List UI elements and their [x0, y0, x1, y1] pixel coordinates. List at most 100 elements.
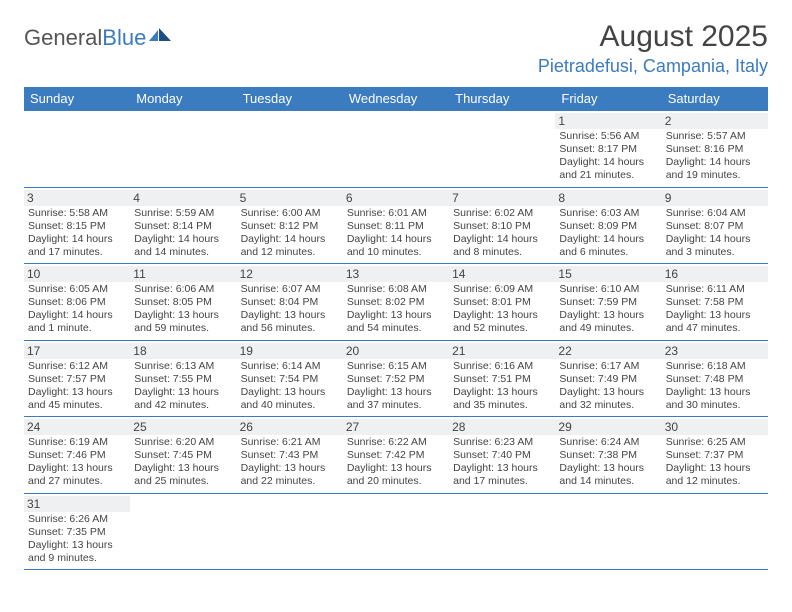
day-details: Sunrise: 6:05 AMSunset: 8:06 PMDaylight:…: [28, 283, 126, 336]
calendar-cell: [130, 493, 236, 570]
day-number: 25: [130, 419, 236, 435]
weekday-header: Friday: [555, 87, 661, 111]
weekday-header: Saturday: [662, 87, 768, 111]
day-details: Sunrise: 6:04 AMSunset: 8:07 PMDaylight:…: [666, 207, 764, 260]
day-number: 20: [343, 343, 449, 359]
calendar-cell: 29Sunrise: 6:24 AMSunset: 7:38 PMDayligh…: [555, 417, 661, 494]
calendar-cell: 14Sunrise: 6:09 AMSunset: 8:01 PMDayligh…: [449, 264, 555, 341]
day-number: 10: [24, 266, 130, 282]
day-number: 23: [662, 343, 768, 359]
calendar-cell: 23Sunrise: 6:18 AMSunset: 7:48 PMDayligh…: [662, 340, 768, 417]
calendar-cell: 12Sunrise: 6:07 AMSunset: 8:04 PMDayligh…: [237, 264, 343, 341]
calendar-cell: 21Sunrise: 6:16 AMSunset: 7:51 PMDayligh…: [449, 340, 555, 417]
day-details: Sunrise: 6:09 AMSunset: 8:01 PMDaylight:…: [453, 283, 551, 336]
calendar-cell: 17Sunrise: 6:12 AMSunset: 7:57 PMDayligh…: [24, 340, 130, 417]
calendar-cell: [555, 493, 661, 570]
calendar-cell: 26Sunrise: 6:21 AMSunset: 7:43 PMDayligh…: [237, 417, 343, 494]
day-number: 2: [662, 113, 768, 129]
calendar-row: 3Sunrise: 5:58 AMSunset: 8:15 PMDaylight…: [24, 187, 768, 264]
weekday-header: Tuesday: [237, 87, 343, 111]
day-details: Sunrise: 5:58 AMSunset: 8:15 PMDaylight:…: [28, 207, 126, 260]
month-title: August 2025: [538, 20, 768, 54]
logo: GeneralBlue: [24, 24, 172, 52]
day-number: 18: [130, 343, 236, 359]
calendar-cell: 28Sunrise: 6:23 AMSunset: 7:40 PMDayligh…: [449, 417, 555, 494]
day-details: Sunrise: 6:10 AMSunset: 7:59 PMDaylight:…: [559, 283, 657, 336]
weekday-header: Monday: [130, 87, 236, 111]
calendar-row: 17Sunrise: 6:12 AMSunset: 7:57 PMDayligh…: [24, 340, 768, 417]
logo-text-blue: Blue: [102, 25, 146, 51]
day-details: Sunrise: 6:23 AMSunset: 7:40 PMDaylight:…: [453, 436, 551, 489]
weekday-header: Sunday: [24, 87, 130, 111]
calendar-cell: [24, 111, 130, 188]
calendar-cell: [662, 493, 768, 570]
day-details: Sunrise: 6:13 AMSunset: 7:55 PMDaylight:…: [134, 360, 232, 413]
day-details: Sunrise: 5:56 AMSunset: 8:17 PMDaylight:…: [559, 130, 657, 183]
calendar-cell: [449, 111, 555, 188]
calendar-row: 1Sunrise: 5:56 AMSunset: 8:17 PMDaylight…: [24, 111, 768, 188]
day-number: 5: [237, 190, 343, 206]
day-details: Sunrise: 6:08 AMSunset: 8:02 PMDaylight:…: [347, 283, 445, 336]
day-details: Sunrise: 6:11 AMSunset: 7:58 PMDaylight:…: [666, 283, 764, 336]
day-number: 15: [555, 266, 661, 282]
day-details: Sunrise: 6:22 AMSunset: 7:42 PMDaylight:…: [347, 436, 445, 489]
day-number: 1: [555, 113, 661, 129]
day-details: Sunrise: 6:07 AMSunset: 8:04 PMDaylight:…: [241, 283, 339, 336]
day-details: Sunrise: 6:26 AMSunset: 7:35 PMDaylight:…: [28, 513, 126, 566]
day-number: 3: [24, 190, 130, 206]
calendar-cell: 11Sunrise: 6:06 AMSunset: 8:05 PMDayligh…: [130, 264, 236, 341]
calendar-row: 31Sunrise: 6:26 AMSunset: 7:35 PMDayligh…: [24, 493, 768, 570]
calendar-cell: 3Sunrise: 5:58 AMSunset: 8:15 PMDaylight…: [24, 187, 130, 264]
weekday-header: Thursday: [449, 87, 555, 111]
day-details: Sunrise: 6:16 AMSunset: 7:51 PMDaylight:…: [453, 360, 551, 413]
day-number: 6: [343, 190, 449, 206]
calendar-cell: 16Sunrise: 6:11 AMSunset: 7:58 PMDayligh…: [662, 264, 768, 341]
page: GeneralBlue August 2025 Pietradefusi, Ca…: [0, 0, 792, 590]
calendar-cell: [237, 111, 343, 188]
day-number: 12: [237, 266, 343, 282]
day-number: 19: [237, 343, 343, 359]
calendar-cell: 18Sunrise: 6:13 AMSunset: 7:55 PMDayligh…: [130, 340, 236, 417]
day-details: Sunrise: 6:00 AMSunset: 8:12 PMDaylight:…: [241, 207, 339, 260]
header: GeneralBlue August 2025 Pietradefusi, Ca…: [24, 20, 768, 77]
calendar-cell: 1Sunrise: 5:56 AMSunset: 8:17 PMDaylight…: [555, 111, 661, 188]
day-details: Sunrise: 6:20 AMSunset: 7:45 PMDaylight:…: [134, 436, 232, 489]
day-details: Sunrise: 5:57 AMSunset: 8:16 PMDaylight:…: [666, 130, 764, 183]
calendar-cell: 30Sunrise: 6:25 AMSunset: 7:37 PMDayligh…: [662, 417, 768, 494]
calendar-cell: 20Sunrise: 6:15 AMSunset: 7:52 PMDayligh…: [343, 340, 449, 417]
calendar-cell: 7Sunrise: 6:02 AMSunset: 8:10 PMDaylight…: [449, 187, 555, 264]
day-number: 14: [449, 266, 555, 282]
day-details: Sunrise: 6:06 AMSunset: 8:05 PMDaylight:…: [134, 283, 232, 336]
calendar-cell: 5Sunrise: 6:00 AMSunset: 8:12 PMDaylight…: [237, 187, 343, 264]
day-number: 11: [130, 266, 236, 282]
calendar-cell: 6Sunrise: 6:01 AMSunset: 8:11 PMDaylight…: [343, 187, 449, 264]
day-details: Sunrise: 6:12 AMSunset: 7:57 PMDaylight:…: [28, 360, 126, 413]
calendar-cell: 9Sunrise: 6:04 AMSunset: 8:07 PMDaylight…: [662, 187, 768, 264]
day-number: 16: [662, 266, 768, 282]
day-details: Sunrise: 6:19 AMSunset: 7:46 PMDaylight:…: [28, 436, 126, 489]
day-number: 22: [555, 343, 661, 359]
location: Pietradefusi, Campania, Italy: [538, 56, 768, 77]
calendar-cell: [130, 111, 236, 188]
calendar-cell: [343, 493, 449, 570]
calendar-cell: [449, 493, 555, 570]
day-details: Sunrise: 6:14 AMSunset: 7:54 PMDaylight:…: [241, 360, 339, 413]
weekday-row: Sunday Monday Tuesday Wednesday Thursday…: [24, 87, 768, 111]
day-number: 31: [24, 496, 130, 512]
calendar-cell: 27Sunrise: 6:22 AMSunset: 7:42 PMDayligh…: [343, 417, 449, 494]
day-number: 24: [24, 419, 130, 435]
day-details: Sunrise: 5:59 AMSunset: 8:14 PMDaylight:…: [134, 207, 232, 260]
calendar-cell: 22Sunrise: 6:17 AMSunset: 7:49 PMDayligh…: [555, 340, 661, 417]
calendar-cell: 13Sunrise: 6:08 AMSunset: 8:02 PMDayligh…: [343, 264, 449, 341]
day-number: 21: [449, 343, 555, 359]
calendar-cell: 19Sunrise: 6:14 AMSunset: 7:54 PMDayligh…: [237, 340, 343, 417]
day-details: Sunrise: 6:01 AMSunset: 8:11 PMDaylight:…: [347, 207, 445, 260]
title-block: August 2025 Pietradefusi, Campania, Ital…: [538, 20, 768, 77]
day-number: 7: [449, 190, 555, 206]
calendar-cell: 15Sunrise: 6:10 AMSunset: 7:59 PMDayligh…: [555, 264, 661, 341]
day-details: Sunrise: 6:15 AMSunset: 7:52 PMDaylight:…: [347, 360, 445, 413]
day-number: 26: [237, 419, 343, 435]
flag-icon: [148, 24, 172, 50]
day-number: 8: [555, 190, 661, 206]
day-details: Sunrise: 6:21 AMSunset: 7:43 PMDaylight:…: [241, 436, 339, 489]
